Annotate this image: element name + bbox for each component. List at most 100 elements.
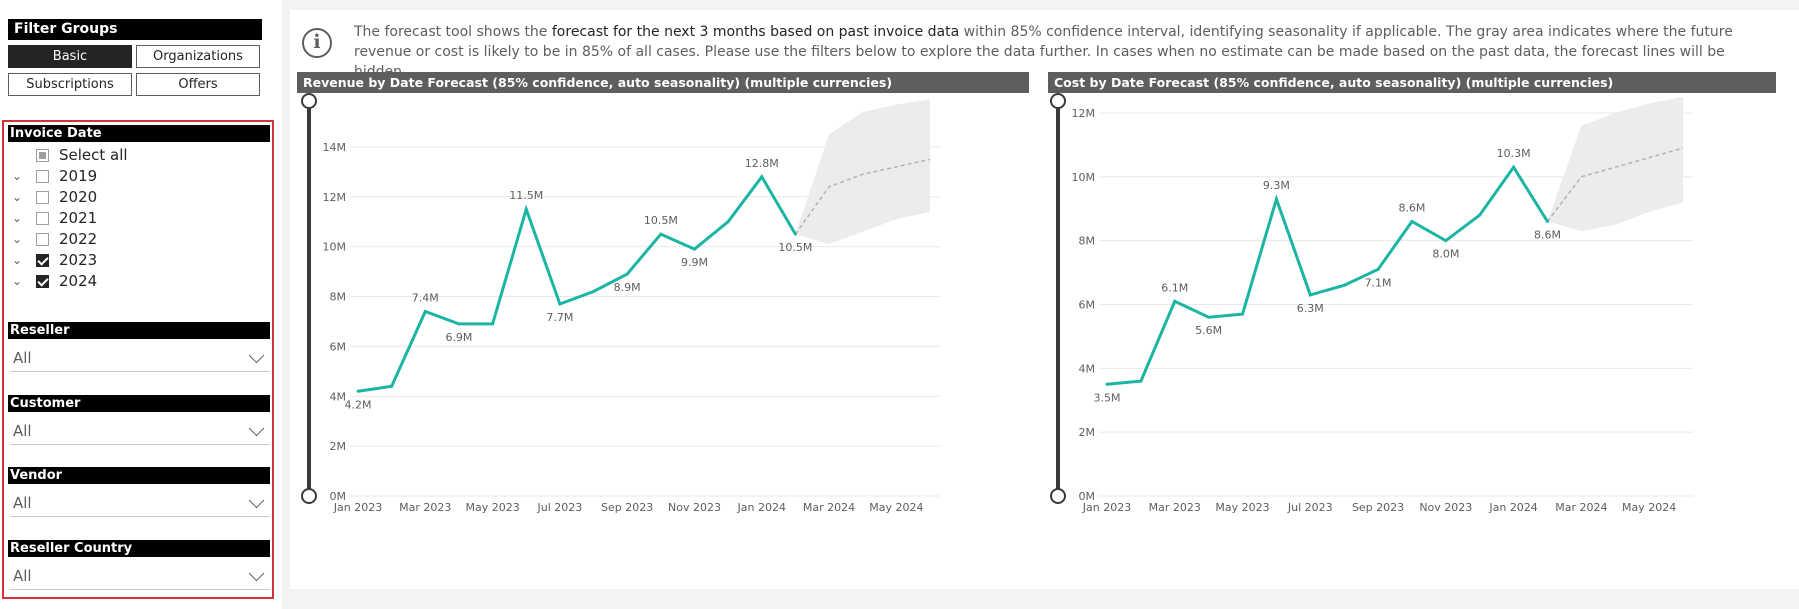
data-point — [726, 220, 730, 224]
y-tick-label: 2M — [330, 440, 347, 453]
data-label: 9.9M — [681, 256, 708, 269]
vendor-value: All — [13, 494, 32, 512]
year-checkbox-2020[interactable] — [36, 190, 49, 204]
data-point — [1105, 382, 1109, 386]
x-tick-label: Mar 2023 — [1149, 501, 1201, 514]
range-slider-top-handle — [301, 93, 317, 109]
info-text-emphasis: forecast for the next 3 months based on … — [551, 24, 960, 40]
select-all-row[interactable]: Select all — [12, 145, 128, 165]
chevron-down-icon — [248, 347, 265, 364]
year-row-2021[interactable]: ⌄ 2021 — [12, 208, 97, 228]
report-canvas: i The forecast tool shows the forecast f… — [290, 10, 1799, 589]
data-label: 6.3M — [1297, 302, 1324, 315]
reseller-dropdown[interactable]: All — [10, 344, 270, 372]
range-slider-bottom-handle — [301, 488, 317, 504]
forecast-line — [794, 158, 931, 235]
year-row-2023[interactable]: ⌄ 2023 — [12, 250, 97, 270]
data-label: 8.9M — [614, 281, 641, 294]
vendor-dropdown[interactable]: All — [10, 489, 270, 517]
data-label: 7.4M — [412, 291, 439, 304]
filter-group-subscriptions-button[interactable]: Subscriptions — [8, 73, 132, 96]
x-tick-label: Jan 2024 — [737, 501, 786, 514]
chevron-down-icon[interactable]: ⌄ — [12, 253, 23, 267]
filter-group-basic-button[interactable]: Basic — [8, 45, 132, 68]
confidence-band — [795, 99, 930, 245]
info-icon: i — [302, 28, 332, 58]
data-point — [793, 232, 797, 236]
range-slider-bottom-handle — [1050, 488, 1066, 504]
data-label: 9.3M — [1263, 179, 1290, 192]
y-tick-label: 4M — [1079, 362, 1096, 375]
info-text: The forecast tool shows the forecast for… — [354, 22, 1774, 82]
reseller-country-header: Reseller Country — [8, 540, 270, 557]
customer-dropdown[interactable]: All — [10, 417, 270, 445]
data-point — [1308, 293, 1312, 297]
x-tick-label: Sep 2023 — [601, 501, 653, 514]
year-row-2020[interactable]: ⌄ 2020 — [12, 187, 97, 207]
year-checkbox-2023[interactable] — [36, 253, 49, 267]
info-text-intro: The forecast tool shows the — [354, 24, 552, 40]
year-label-2020: 2020 — [59, 188, 98, 206]
data-point — [1478, 213, 1482, 217]
data-label: 12.8M — [745, 157, 779, 170]
y-tick-label: 8M — [1079, 235, 1096, 248]
data-label: 3.5M — [1094, 391, 1121, 404]
chevron-down-icon[interactable]: ⌄ — [12, 211, 23, 225]
customer-value: All — [13, 422, 32, 440]
data-point — [1410, 219, 1414, 223]
select-all-checkbox[interactable] — [36, 148, 49, 162]
data-point — [592, 290, 596, 294]
reseller-country-value: All — [13, 567, 32, 585]
chevron-down-icon[interactable]: ⌄ — [12, 169, 23, 183]
filter-group-organizations-button[interactable]: Organizations — [136, 45, 260, 68]
y-tick-label: 0M — [1079, 490, 1096, 503]
y-tick-label: 10M — [323, 241, 347, 254]
chevron-down-icon — [248, 492, 265, 509]
y-tick-label: 0M — [330, 490, 347, 503]
y-tick-label: 4M — [330, 390, 347, 403]
year-label-2024: 2024 — [59, 272, 98, 290]
x-tick-label: May 2024 — [869, 501, 923, 514]
year-row-2024[interactable]: ⌄ 2024 — [12, 271, 97, 291]
data-label: 8.0M — [1432, 248, 1459, 261]
data-label: 8.6M — [1398, 201, 1425, 214]
filter-group-offers-button[interactable]: Offers — [136, 73, 260, 96]
x-tick-label: Sep 2023 — [1352, 501, 1404, 514]
x-tick-label: Jan 2023 — [333, 501, 382, 514]
reseller-country-dropdown[interactable]: All — [10, 562, 270, 590]
invoice-date-header: Invoice Date — [8, 125, 270, 142]
data-point — [1512, 165, 1516, 169]
year-row-2022[interactable]: ⌄ 2022 — [12, 229, 97, 249]
year-row-2019[interactable]: ⌄ 2019 — [12, 166, 97, 186]
data-label: 7.1M — [1365, 276, 1392, 289]
data-label: 8.6M — [1534, 228, 1561, 241]
chevron-down-icon[interactable]: ⌄ — [12, 190, 23, 204]
x-tick-label: Nov 2023 — [1419, 501, 1472, 514]
x-tick-label: Jul 2023 — [1287, 501, 1333, 514]
data-point — [1444, 239, 1448, 243]
x-tick-label: May 2023 — [1215, 501, 1269, 514]
data-point — [1207, 315, 1211, 319]
year-checkbox-2022[interactable] — [36, 232, 49, 246]
data-point — [524, 207, 528, 211]
x-tick-label: May 2024 — [1622, 501, 1676, 514]
x-tick-label: Jan 2024 — [1488, 501, 1537, 514]
data-point — [1139, 379, 1143, 383]
chevron-down-icon[interactable]: ⌄ — [12, 232, 23, 246]
chevron-down-icon[interactable]: ⌄ — [12, 274, 23, 288]
data-point — [491, 322, 495, 326]
y-tick-label: 8M — [330, 291, 347, 304]
year-checkbox-2019[interactable] — [36, 169, 49, 183]
year-checkbox-2024[interactable] — [36, 274, 49, 288]
data-point — [1545, 219, 1549, 223]
y-tick-label: 2M — [1079, 426, 1096, 439]
filter-groups-title: Filter Groups — [8, 19, 262, 40]
year-label-2023: 2023 — [59, 251, 98, 269]
data-point — [659, 232, 663, 236]
data-point — [1241, 312, 1245, 316]
data-label: 10.5M — [778, 241, 812, 254]
year-checkbox-2021[interactable] — [36, 211, 49, 225]
data-label: 4.2M — [345, 398, 372, 411]
select-all-label: Select all — [59, 146, 128, 164]
vendor-header: Vendor — [8, 467, 270, 484]
